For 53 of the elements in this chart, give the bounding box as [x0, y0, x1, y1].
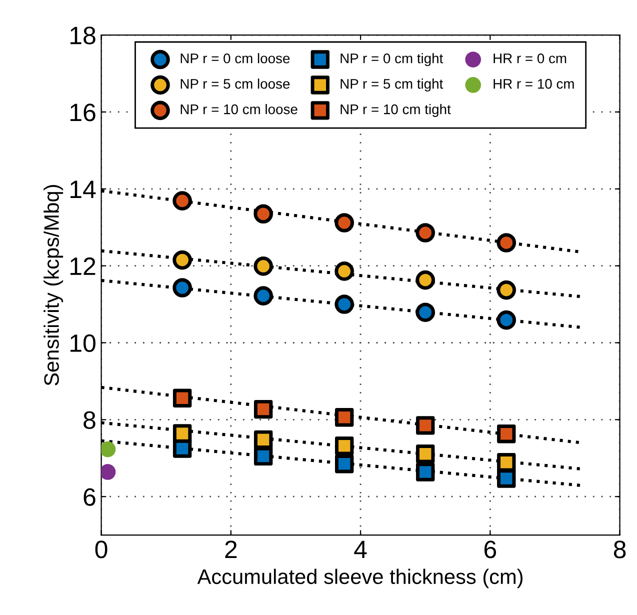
x-tick-label: 2: [225, 540, 237, 558]
x-axis-title: Accumulated sleeve thickness (cm): [197, 568, 523, 588]
y-tick-label: 10: [70, 334, 96, 352]
legend-label: HR r = 10 cm: [494, 78, 574, 89]
y-tick-label: 8: [84, 411, 96, 429]
y-tick-label: 18: [70, 26, 96, 44]
point: [497, 424, 516, 444]
point: [254, 286, 273, 306]
legend-label: NP r = 5 cm tight: [340, 78, 444, 92]
point: [254, 256, 273, 276]
point: [416, 444, 435, 464]
legend-label: NP r = 10 cm tight: [340, 104, 451, 117]
point: [172, 191, 192, 210]
point: [496, 310, 516, 330]
point: [334, 408, 354, 427]
point: [334, 436, 354, 456]
point: [497, 453, 516, 472]
y-tick-label: 6: [84, 488, 96, 506]
point: [416, 416, 435, 435]
point: [172, 424, 192, 443]
legend-label: NP r = 0 cm loose: [180, 53, 290, 64]
point: [416, 462, 435, 482]
point: [254, 204, 273, 224]
point: [416, 302, 436, 322]
x-tick-label: 6: [484, 540, 496, 558]
y-axis-title: Sensitivity (kcps/Mbq): [44, 185, 64, 386]
y-tick-label: 12: [70, 257, 96, 275]
point: [496, 233, 516, 252]
point: [172, 388, 192, 408]
point: [254, 400, 273, 419]
x-tick-label: 8: [614, 540, 626, 558]
point: [416, 270, 436, 290]
legend-label: NP r = 10 cm loose: [180, 104, 298, 114]
legend-label: HR r = 0 cm: [494, 53, 566, 64]
point: [254, 446, 273, 466]
point: [172, 250, 192, 270]
y-tick-label: 16: [70, 104, 96, 122]
point: [101, 464, 116, 480]
point: [496, 280, 516, 300]
x-tick-label: 0: [95, 540, 108, 558]
point: [254, 430, 273, 450]
point: [334, 294, 354, 314]
y-tick-label: 14: [70, 180, 96, 198]
point: [334, 262, 354, 281]
legend-label: NP r = 0 cm tight: [340, 53, 444, 66]
point: [101, 441, 116, 458]
x-tick-label: 4: [354, 540, 367, 558]
point: [334, 454, 354, 474]
point: [172, 278, 192, 298]
legend-label: NP r = 5 cm loose: [180, 78, 290, 89]
point: [334, 213, 354, 232]
point: [416, 223, 436, 242]
point: [497, 469, 516, 488]
